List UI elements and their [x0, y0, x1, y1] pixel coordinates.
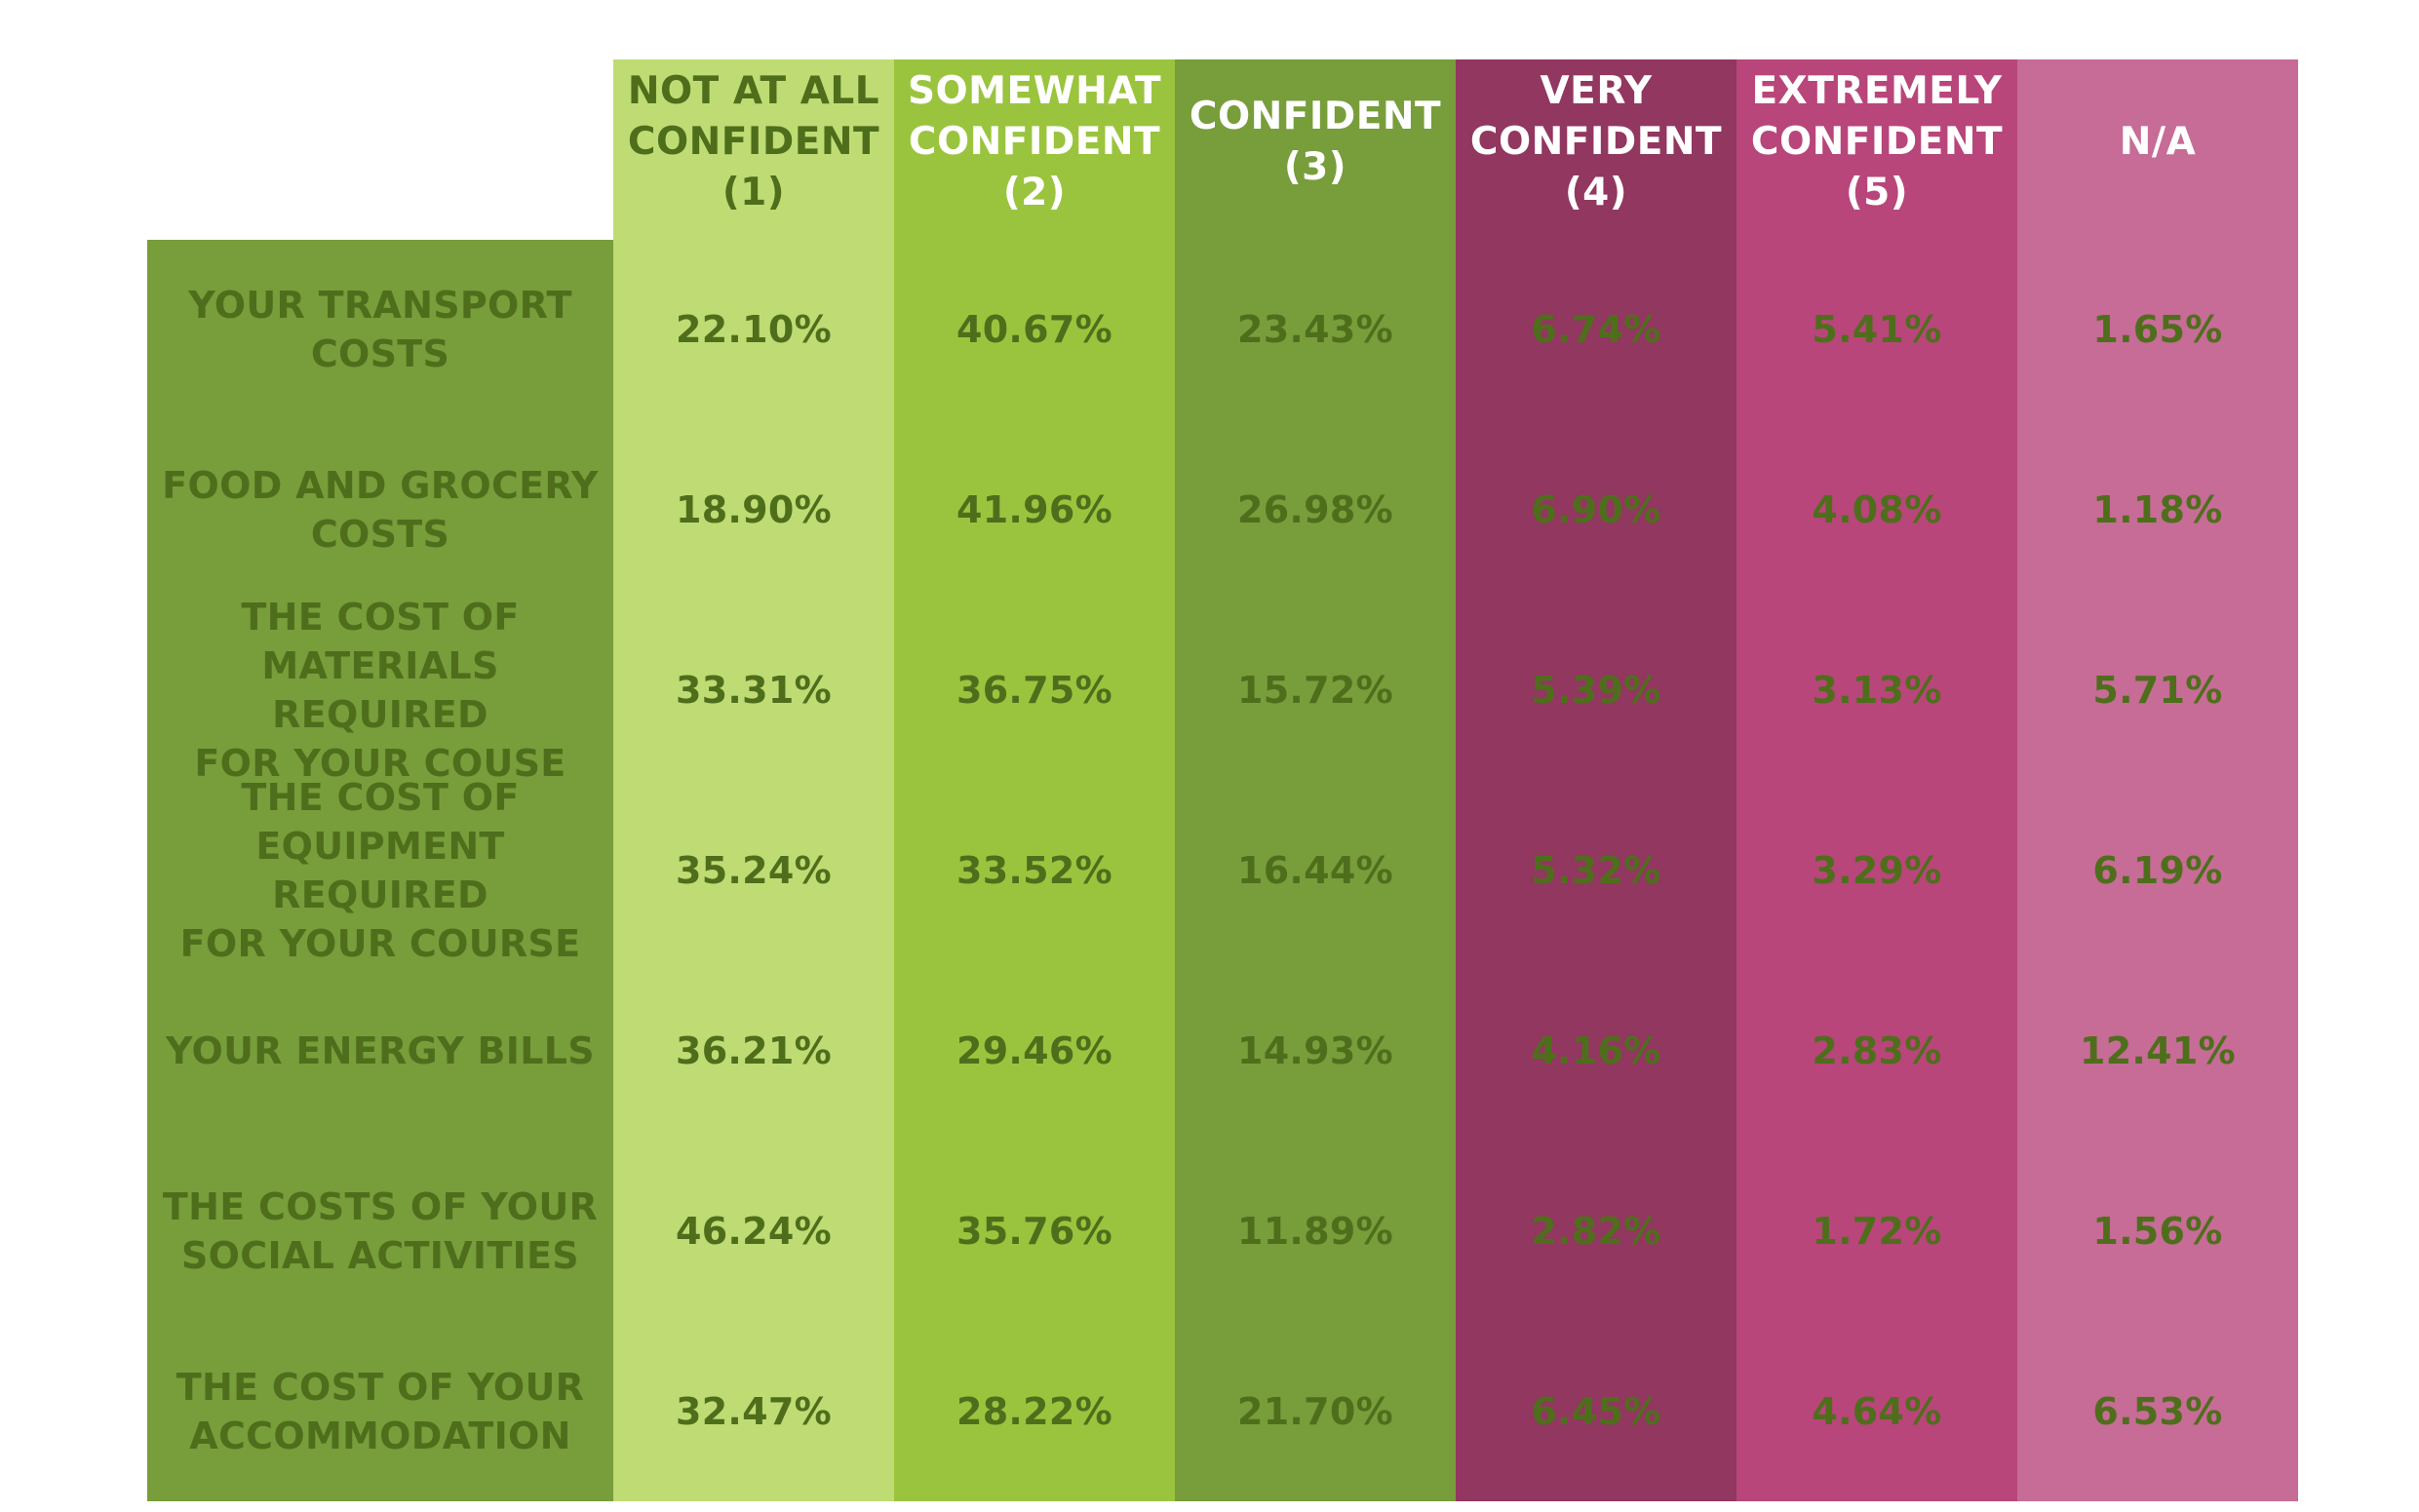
data-cell: 4.08% [1812, 488, 1942, 532]
column-4 [1456, 59, 1736, 1501]
row-label-column [147, 240, 613, 1501]
data-cell: 32.47% [675, 1389, 833, 1433]
data-cell: 6.90% [1531, 488, 1661, 532]
data-cell: 46.24% [675, 1209, 833, 1253]
data-cell: 1.18% [2092, 488, 2223, 532]
data-cell: 4.64% [1812, 1389, 1942, 1433]
data-cell: 2.83% [1812, 1028, 1942, 1072]
data-cell: 1.56% [2092, 1209, 2223, 1253]
column-header: VERY CONFIDENT (4) [1469, 68, 1723, 214]
row-label: YOUR TRANSPORT COSTS [188, 284, 572, 376]
data-cell: 40.67% [956, 308, 1113, 352]
data-cell: 6.45% [1531, 1389, 1661, 1433]
column-6 [2017, 59, 2298, 1501]
data-cell: 35.24% [675, 848, 833, 892]
column-header: CONFIDENT (3) [1189, 94, 1442, 189]
data-cell: 3.29% [1812, 848, 1942, 892]
data-cell: 22.10% [675, 308, 833, 352]
data-cell: 1.65% [2092, 308, 2223, 352]
row-label: YOUR ENERGY BILLS [166, 1028, 595, 1072]
data-cell: 28.22% [956, 1389, 1113, 1433]
data-cell: 29.46% [956, 1028, 1113, 1072]
data-cell: 36.21% [675, 1028, 833, 1072]
data-cell: 36.75% [956, 669, 1113, 713]
data-cell: 11.89% [1236, 1209, 1394, 1253]
data-cell: 21.70% [1236, 1389, 1394, 1433]
data-cell: 5.71% [2092, 669, 2223, 713]
data-cell: 1.72% [1812, 1209, 1942, 1253]
row-label: THE COSTS OF YOUR SOCIAL ACTIVITIES [162, 1184, 599, 1277]
column-5 [1736, 59, 2017, 1501]
data-cell: 26.98% [1236, 488, 1394, 532]
data-cell: 5.32% [1531, 848, 1661, 892]
row-label: FOOD AND GROCERY COSTS [162, 464, 599, 557]
column-header: N/A [2119, 119, 2197, 164]
row-label: THE COST OF EQUIPMENT REQUIRED FOR YOUR … [179, 775, 581, 965]
column-1 [613, 59, 894, 1501]
data-cell: 15.72% [1236, 669, 1394, 713]
column-header: NOT AT ALL CONFIDENT (1) [627, 68, 880, 214]
row-label: THE COST OF YOUR ACCOMMODATION [176, 1365, 585, 1457]
column-header: SOMEWHAT CONFIDENT (2) [907, 68, 1162, 214]
data-cell: 12.41% [2079, 1028, 2237, 1072]
column-3 [1175, 59, 1456, 1501]
data-cell: 35.76% [956, 1209, 1113, 1253]
data-cell: 6.19% [2092, 848, 2223, 892]
data-cell: 14.93% [1236, 1028, 1394, 1072]
data-cell: 23.43% [1236, 308, 1394, 352]
data-cell: 16.44% [1236, 848, 1394, 892]
row-label: THE COST OF MATERIALS REQUIRED FOR YOUR … [194, 596, 566, 786]
data-cell: 33.52% [956, 848, 1113, 892]
data-cell: 6.53% [2092, 1389, 2223, 1433]
data-cell: 2.82% [1531, 1209, 1661, 1253]
data-cell: 4.16% [1531, 1028, 1661, 1072]
column-header: EXTREMELY CONFIDENT (5) [1750, 68, 2004, 214]
data-cell: 33.31% [675, 669, 833, 713]
data-cell: 18.90% [675, 488, 833, 532]
data-cell: 5.39% [1531, 669, 1661, 713]
data-cell: 41.96% [956, 488, 1113, 532]
data-cell: 6.74% [1531, 308, 1661, 352]
column-2 [894, 59, 1175, 1501]
data-cell: 3.13% [1812, 669, 1942, 713]
data-cell: 5.41% [1812, 308, 1942, 352]
